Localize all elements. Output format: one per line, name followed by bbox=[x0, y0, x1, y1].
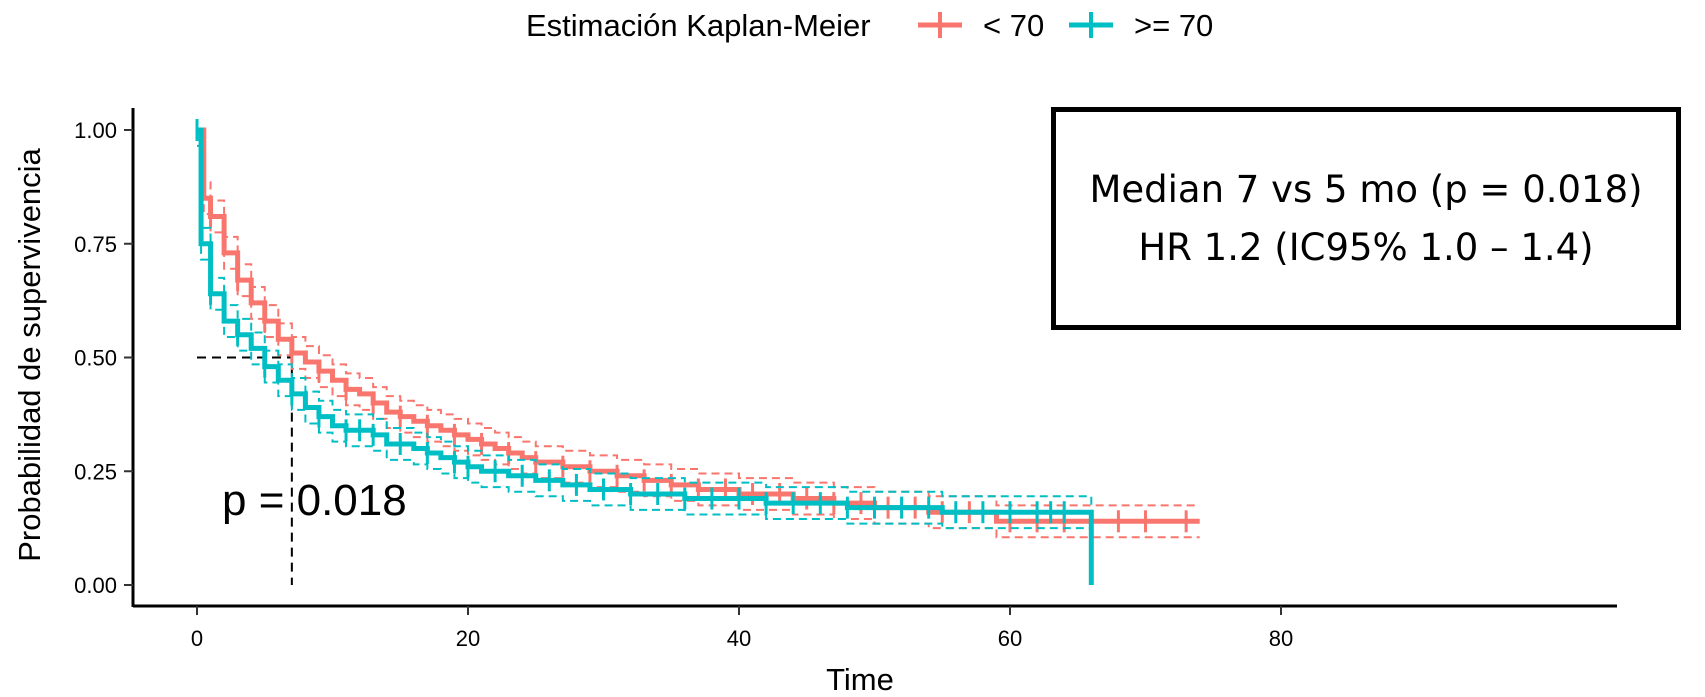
x-tick-label: 20 bbox=[456, 626, 480, 651]
plot-area bbox=[195, 119, 1200, 585]
series-ci-lower bbox=[197, 144, 1200, 539]
annotation-median-line: Median 7 vs 5 mo (p = 0.018) bbox=[1089, 167, 1643, 211]
y-tick-label: 0.00 bbox=[74, 573, 117, 598]
y-axis-label: Probabilidad de supervivencia bbox=[12, 147, 47, 561]
x-axis-label: Time bbox=[826, 662, 894, 697]
series-ci-lower bbox=[197, 144, 1093, 585]
y-tick-label: 0.25 bbox=[74, 459, 117, 484]
series-ci-upper bbox=[197, 129, 1200, 507]
legend-key-under-70 bbox=[918, 12, 962, 38]
y-tick-label: 1.00 bbox=[74, 118, 117, 143]
p-value-label: p = 0.018 bbox=[222, 476, 407, 525]
legend-title: Estimación Kaplan-Meier bbox=[526, 8, 871, 43]
annotation-hr-line: HR 1.2 (IC95% 1.0 – 1.4) bbox=[1138, 225, 1594, 269]
x-tick-label: 80 bbox=[1269, 626, 1293, 651]
annotation-box: Median 7 vs 5 mo (p = 0.018) HR 1.2 (IC9… bbox=[1051, 107, 1681, 330]
axes: 0.00 0.25 0.50 0.75 1.00 0 20 40 60 80 Time Prob… bbox=[12, 108, 1617, 697]
y-tick-label: 0.50 bbox=[74, 346, 117, 371]
legend: Estimación Kaplan-Meier < 70 >= 70 bbox=[526, 8, 1213, 43]
series-ci-upper bbox=[197, 129, 1093, 570]
legend-label-70-plus: >= 70 bbox=[1134, 8, 1213, 43]
y-tick-label: 0.75 bbox=[74, 232, 117, 257]
x-tick-label: 40 bbox=[727, 626, 751, 651]
series-curve bbox=[197, 127, 1094, 585]
x-ticks: 0 20 40 60 80 bbox=[191, 606, 1293, 651]
series-1 bbox=[195, 119, 1094, 585]
x-tick-label: 60 bbox=[998, 626, 1022, 651]
legend-label-under-70: < 70 bbox=[983, 8, 1044, 43]
legend-key-70-plus bbox=[1069, 12, 1113, 38]
series-curve bbox=[197, 127, 1200, 524]
x-tick-label: 0 bbox=[191, 626, 203, 651]
y-ticks: 0.00 0.25 0.50 0.75 1.00 bbox=[74, 118, 133, 598]
